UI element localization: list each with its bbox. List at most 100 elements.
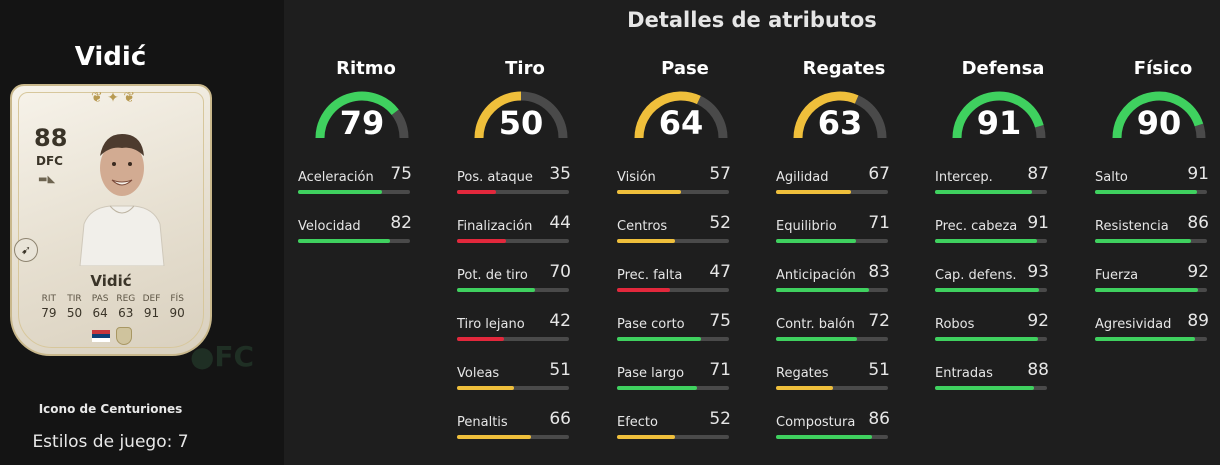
attribute-bar-fill bbox=[457, 435, 531, 439]
attribute-value: 47 bbox=[709, 262, 731, 282]
card-stat-value: 90 bbox=[169, 306, 185, 320]
attribute-label: Intercep. bbox=[935, 170, 993, 185]
attribute-value: 72 bbox=[868, 311, 890, 331]
attribute-label: Resistencia bbox=[1095, 219, 1169, 234]
attribute-value: 57 bbox=[709, 164, 731, 184]
attribute-value: 67 bbox=[868, 164, 890, 184]
attribute-list: Intercep. 87 Prec. cabeza 91 Cap. defens. 93 R… bbox=[935, 164, 1079, 413]
attribute-value: 71 bbox=[709, 360, 731, 380]
card-stat-value: 50 bbox=[66, 306, 83, 320]
attribute-label: Pase largo bbox=[617, 366, 685, 381]
playstyles-count: Estilos de juego: 7 bbox=[32, 432, 189, 452]
attribute-row: Centros 52 bbox=[617, 213, 761, 266]
attribute-bar bbox=[457, 239, 569, 243]
gauge-fill bbox=[952, 91, 1044, 139]
gauge-arc bbox=[474, 91, 568, 139]
attribute-value: 92 bbox=[1027, 311, 1049, 331]
attribute-bar bbox=[776, 386, 888, 390]
category-value: 79 bbox=[339, 104, 385, 142]
attribute-row: Robos 92 bbox=[935, 311, 1079, 364]
attribute-value: 92 bbox=[1187, 262, 1209, 282]
attribute-row: Prec. cabeza 91 bbox=[935, 213, 1079, 266]
attribute-bar-fill bbox=[617, 386, 697, 390]
category-gauge: 91 bbox=[949, 86, 1049, 146]
gauge-arc bbox=[315, 91, 409, 139]
attribute-bar bbox=[298, 190, 410, 194]
attribute-label: Regates bbox=[776, 366, 829, 381]
attribute-value: 88 bbox=[1027, 360, 1049, 380]
attribute-list: Visión 57 Centros 52 Prec. falta 47 Pase corto… bbox=[617, 164, 761, 462]
attribute-row: Equilibrio 71 bbox=[776, 213, 920, 266]
attribute-bar bbox=[617, 386, 729, 390]
attribute-label: Visión bbox=[617, 170, 656, 185]
attribute-row: Salto 91 bbox=[1095, 164, 1220, 217]
attribute-bar-fill bbox=[457, 337, 505, 341]
attribute-bar-fill bbox=[1095, 239, 1192, 243]
card-stat-label: RIT bbox=[41, 294, 57, 304]
attribute-label: Anticipación bbox=[776, 268, 856, 283]
attribute-label: Prec. cabeza bbox=[935, 219, 1018, 234]
card-stat-value: 63 bbox=[118, 306, 134, 320]
gauge-fill bbox=[634, 91, 701, 139]
category-value: 90 bbox=[1136, 104, 1182, 142]
attribute-bar-fill bbox=[935, 386, 1034, 390]
boot-icon: ▬◣ bbox=[38, 174, 56, 185]
card-rating: 88 bbox=[34, 124, 68, 152]
attribute-list: Agilidad 67 Equilibrio 71 Anticipación 83 Cont… bbox=[776, 164, 920, 462]
attribute-bar-fill bbox=[617, 337, 701, 341]
category-3: Regates 63 Agilidad 67 Equilibrio 71 Anticipac… bbox=[776, 58, 920, 462]
card-crest-icon: ❦ ✦ ❦ bbox=[90, 90, 136, 106]
attribute-value: 91 bbox=[1027, 213, 1049, 233]
attribute-bar bbox=[776, 190, 888, 194]
category-value: 63 bbox=[817, 104, 863, 142]
attribute-bar bbox=[457, 435, 569, 439]
attribute-label: Compostura bbox=[776, 415, 856, 430]
attribute-bar bbox=[776, 435, 888, 439]
attribute-label: Agresividad bbox=[1095, 317, 1172, 332]
gauge-track bbox=[391, 109, 409, 139]
attribute-label: Pase corto bbox=[617, 317, 685, 332]
attribute-bar bbox=[935, 386, 1047, 390]
category-gauge: 64 bbox=[631, 86, 731, 146]
attribute-row: Prec. falta 47 bbox=[617, 262, 761, 315]
gauge-fill bbox=[1112, 91, 1204, 139]
attribute-row: Regates 51 bbox=[776, 360, 920, 413]
attribute-value: 75 bbox=[709, 311, 731, 331]
attribute-row: Contr. balón 72 bbox=[776, 311, 920, 364]
attribute-row: Compostura 86 bbox=[776, 409, 920, 462]
category-name: Regates bbox=[802, 58, 886, 79]
attribute-row: Tiro lejano 42 bbox=[457, 311, 601, 364]
attribute-value: 82 bbox=[390, 213, 412, 233]
attribute-row: Anticipación 83 bbox=[776, 262, 920, 315]
gauge-track bbox=[1034, 125, 1046, 139]
attribute-bar-fill bbox=[935, 190, 1033, 194]
attribute-bar-fill bbox=[935, 288, 1040, 292]
attribute-label: Prec. falta bbox=[617, 268, 683, 283]
category-5: Físico 90 Salto 91 Resistencia 86 Fuerza 92 Agre… bbox=[1095, 58, 1220, 364]
attribute-bar-fill bbox=[1095, 190, 1197, 194]
attribute-label: Velocidad bbox=[298, 219, 361, 234]
card-stat-value: 79 bbox=[41, 306, 57, 320]
attribute-bar-fill bbox=[298, 239, 390, 243]
attribute-bar-fill bbox=[1095, 337, 1195, 341]
attribute-label: Cap. defens. bbox=[935, 268, 1017, 283]
attribute-value: 51 bbox=[549, 360, 571, 380]
gauge-arc bbox=[634, 91, 728, 139]
category-value: 64 bbox=[658, 104, 704, 142]
attribute-bar bbox=[617, 190, 729, 194]
attribute-bar bbox=[935, 337, 1047, 341]
attribute-label: Equilibrio bbox=[776, 219, 837, 234]
player-card[interactable]: ❦ ✦ ❦ 88 DFC ▬◣ ➹ Vidić RIT 79 TIR 50 PAS 6… bbox=[10, 84, 212, 356]
attribute-label: Salto bbox=[1095, 170, 1128, 185]
attribute-row: Penaltis 66 bbox=[457, 409, 601, 462]
attribute-row: Resistencia 86 bbox=[1095, 213, 1220, 266]
player-panel: Vidić ❦ ✦ ❦ 88 DFC ▬◣ ➹ Vidić RIT 79 TIR 5… bbox=[0, 0, 284, 465]
card-stat-value: 64 bbox=[92, 306, 108, 320]
card-stat-label: DEF bbox=[142, 294, 161, 304]
attribute-bar bbox=[617, 337, 729, 341]
attribute-bar bbox=[457, 386, 569, 390]
attribute-label: Voleas bbox=[457, 366, 500, 381]
card-stats: RIT 79 TIR 50 PAS 64 REG 63 DEF 91 FÍS 90 bbox=[36, 294, 190, 320]
attribute-bar bbox=[776, 288, 888, 292]
attribute-bar-fill bbox=[617, 288, 670, 292]
